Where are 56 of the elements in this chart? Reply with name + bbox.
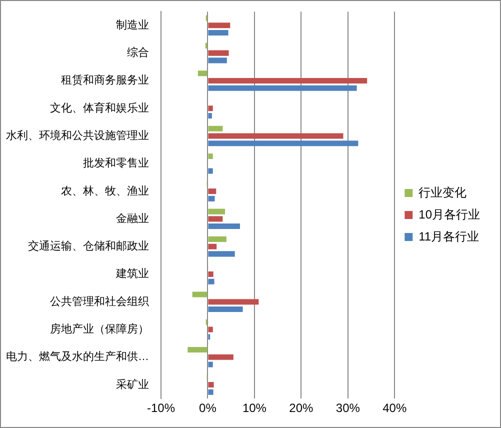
y-tick-label: 文化、体育和娱乐业 <box>50 101 149 114</box>
y-tick-label: 建筑业 <box>115 267 149 280</box>
bar <box>208 208 226 214</box>
bar <box>208 326 213 332</box>
bar <box>208 224 240 230</box>
bar <box>208 106 213 112</box>
bar <box>208 354 234 360</box>
bar <box>208 133 344 139</box>
bar <box>208 362 213 368</box>
bar <box>208 389 214 395</box>
x-tick-label: 20% <box>289 401 314 416</box>
bar <box>208 140 358 146</box>
bar <box>208 30 228 36</box>
bar <box>198 70 208 76</box>
bar <box>208 154 213 160</box>
bar <box>188 347 208 353</box>
bar <box>208 58 227 64</box>
x-tick-label: 40% <box>382 401 407 416</box>
legend-label: 行业变化 <box>418 185 467 200</box>
bar <box>208 168 213 174</box>
bar <box>208 22 230 28</box>
y-tick-label: 租赁和商务服务业 <box>61 74 149 87</box>
y-tick-label: 房地产业（保障房） <box>50 322 149 336</box>
bar <box>208 50 229 56</box>
y-tick-label: 制造业 <box>116 18 149 32</box>
bar <box>208 271 214 277</box>
y-tick-label: 交通运输、仓储和邮政业 <box>28 240 149 253</box>
bar <box>208 251 235 257</box>
bar <box>208 188 216 194</box>
bar <box>208 196 215 202</box>
y-tick-label: 金融业 <box>116 212 149 225</box>
x-tick-label: 30% <box>336 401 360 416</box>
bar <box>208 306 243 312</box>
y-tick-label: 综合 <box>127 46 149 60</box>
y-tick-label: 采矿业 <box>116 378 149 391</box>
bar <box>208 382 214 388</box>
bar <box>208 299 259 305</box>
x-tick-label: -10% <box>146 401 176 416</box>
x-tick-label: 10% <box>242 401 267 416</box>
y-tick-label: 电力、燃气及水的生产和供… <box>6 350 149 364</box>
bar <box>208 78 368 84</box>
bar <box>208 244 217 250</box>
bar <box>208 216 223 222</box>
legend-label: 11月各行业 <box>418 229 480 244</box>
bar <box>208 112 212 118</box>
y-tick-label: 批发和零售业 <box>83 156 149 170</box>
bar <box>208 126 223 132</box>
y-tick-label: 公共管理和社会组织 <box>50 294 149 308</box>
y-tick-label: 水利、环境和公共设施管理业 <box>6 129 149 142</box>
bar <box>208 236 226 242</box>
bar <box>208 85 357 91</box>
x-tick-label: 0% <box>199 401 217 416</box>
legend-label: 10月各行业 <box>418 207 480 222</box>
y-tick-label: 农、林、牧、渔业 <box>61 184 149 198</box>
bar <box>208 278 214 284</box>
bar <box>192 292 208 298</box>
